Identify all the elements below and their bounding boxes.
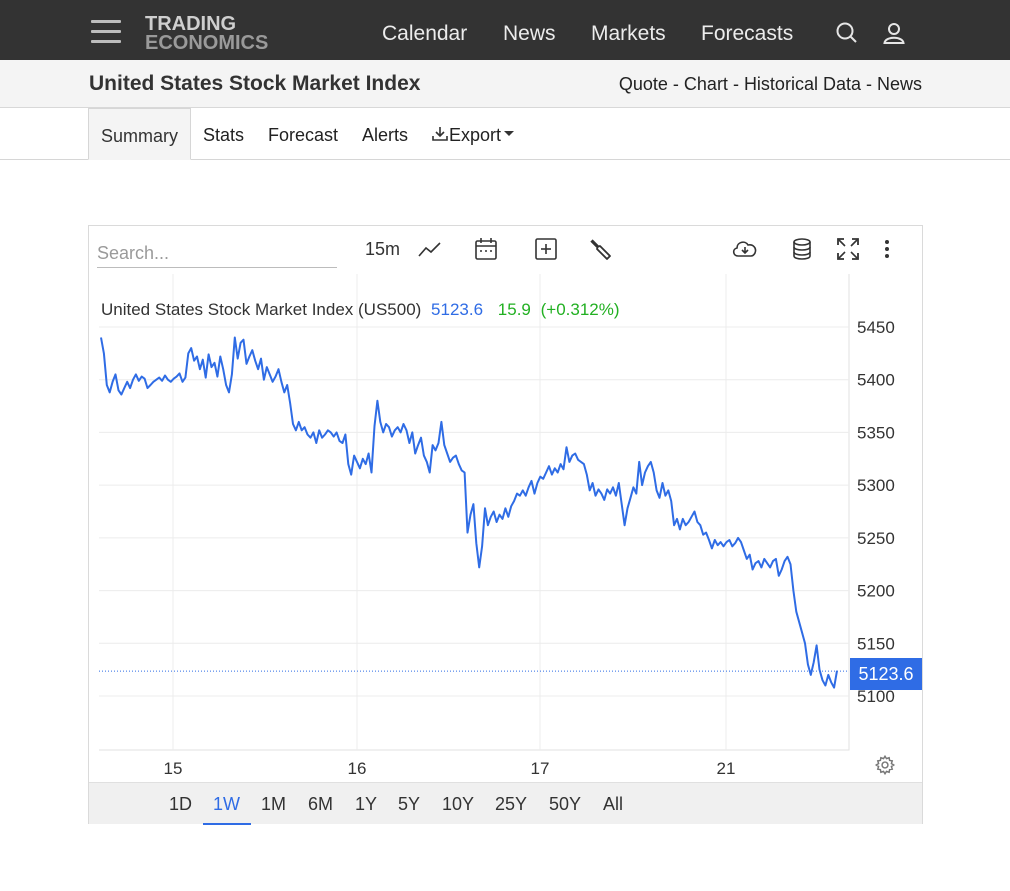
y-tick-label: 5200 xyxy=(857,582,895,601)
range-5y[interactable]: 5Y xyxy=(398,794,421,814)
legend-change-pct: (+0.312%) xyxy=(541,300,620,319)
price-chart[interactable]: United States Stock Market Index (US500)… xyxy=(89,274,922,782)
range-1d[interactable]: 1D xyxy=(169,794,193,814)
top-navbar: TRADING ECONOMICS Calendar News Markets … xyxy=(0,0,1010,60)
export-label: Export xyxy=(449,125,502,145)
nav-news[interactable]: News xyxy=(503,22,556,45)
link-separator: - xyxy=(667,74,684,94)
legend-last-price: 5123.6 xyxy=(431,300,483,319)
y-tick-label: 5350 xyxy=(857,423,895,442)
tab-forecast[interactable]: Forecast xyxy=(268,125,339,145)
nav-markets[interactable]: Markets xyxy=(591,22,666,45)
series-line xyxy=(100,336,838,689)
y-tick-label: 5300 xyxy=(857,476,895,495)
link-news[interactable]: News xyxy=(876,74,922,94)
nav-forecasts[interactable]: Forecasts xyxy=(701,22,794,45)
range-1y[interactable]: 1Y xyxy=(355,794,378,814)
tab-alerts[interactable]: Alerts xyxy=(362,125,409,145)
database-icon[interactable] xyxy=(789,236,815,262)
user-icon[interactable] xyxy=(881,20,907,46)
y-tick-label: 5450 xyxy=(857,318,895,337)
page-title: United States Stock Market Index xyxy=(89,72,421,95)
title-bar: United States Stock Market Index Quote -… xyxy=(0,60,1010,108)
logo[interactable]: TRADING ECONOMICS xyxy=(145,14,268,53)
calendar-icon[interactable] xyxy=(473,236,499,262)
range-all[interactable]: All xyxy=(603,794,624,814)
y-tick-label: 5150 xyxy=(857,634,895,653)
add-box-icon[interactable] xyxy=(533,236,559,262)
tab-summary[interactable]: Summary xyxy=(88,108,191,160)
logo-line1: TRADING xyxy=(145,13,237,35)
y-tick-label: 5400 xyxy=(857,371,895,390)
link-chart[interactable]: Chart xyxy=(683,74,728,94)
nav-calendar[interactable]: Calendar xyxy=(382,22,468,45)
link-separator: - xyxy=(727,74,744,94)
download-icon xyxy=(432,127,448,141)
interval-selector[interactable]: 15m xyxy=(365,239,401,259)
export-button[interactable]: Export xyxy=(431,125,515,146)
link-historical-data[interactable]: Historical Data xyxy=(743,74,861,94)
range-6m[interactable]: 6M xyxy=(308,794,334,814)
range-1m[interactable]: 1M xyxy=(261,794,287,814)
legend-change: 15.9 xyxy=(498,300,531,319)
fullscreen-icon[interactable] xyxy=(835,236,861,262)
range-1w[interactable]: 1W xyxy=(213,794,240,814)
link-separator: - xyxy=(860,74,877,94)
range-25y[interactable]: 25Y xyxy=(495,794,528,814)
logo-line2: ECONOMICS xyxy=(145,32,269,54)
y-tick-label: 5250 xyxy=(857,529,895,548)
wrench-icon[interactable] xyxy=(587,236,613,262)
range-10y[interactable]: 10Y xyxy=(442,794,475,814)
x-tick-label: 21 xyxy=(717,759,736,778)
search-icon[interactable] xyxy=(834,20,860,46)
caret-down-icon xyxy=(504,131,515,136)
cloud-download-icon[interactable] xyxy=(730,236,760,262)
legend-series-name: United States Stock Market Index (US500) xyxy=(101,300,421,319)
y-tick-label: 5100 xyxy=(857,687,895,706)
y-axis: 5450 5400 5350 5300 5250 5200 5150 5100 xyxy=(857,318,895,706)
tab-summary-label: Summary xyxy=(101,126,179,146)
chart-legend: United States Stock Market Index (US500)… xyxy=(101,300,620,319)
x-tick-label: 16 xyxy=(348,759,367,778)
range-50y[interactable]: 50Y xyxy=(549,794,582,814)
chart-grid xyxy=(99,274,850,751)
line-chart-icon[interactable] xyxy=(417,236,443,262)
range-selector: 1D 1W 1M 6M 1Y 5Y 10Y 25Y 50Y All xyxy=(89,782,922,825)
x-tick-label: 15 xyxy=(164,759,183,778)
menu-icon[interactable] xyxy=(91,20,121,44)
symbol-search-input[interactable] xyxy=(97,240,337,268)
more-vert-icon[interactable] xyxy=(880,236,894,262)
tab-bar: Summary Stats Forecast Alerts Export xyxy=(0,108,1010,160)
x-tick-label: 17 xyxy=(531,759,550,778)
gear-icon[interactable] xyxy=(874,754,896,776)
last-price-tag: 5123.6 xyxy=(850,658,922,690)
chart-widget: 15m United States Stock Market Index (US… xyxy=(88,225,923,825)
x-axis: 15 16 17 21 xyxy=(164,759,736,778)
range-active-indicator xyxy=(203,823,251,825)
tab-stats[interactable]: Stats xyxy=(203,125,245,145)
link-quote[interactable]: Quote xyxy=(618,74,668,94)
quick-links: Quote - Chart - Historical Data - News xyxy=(619,74,922,95)
